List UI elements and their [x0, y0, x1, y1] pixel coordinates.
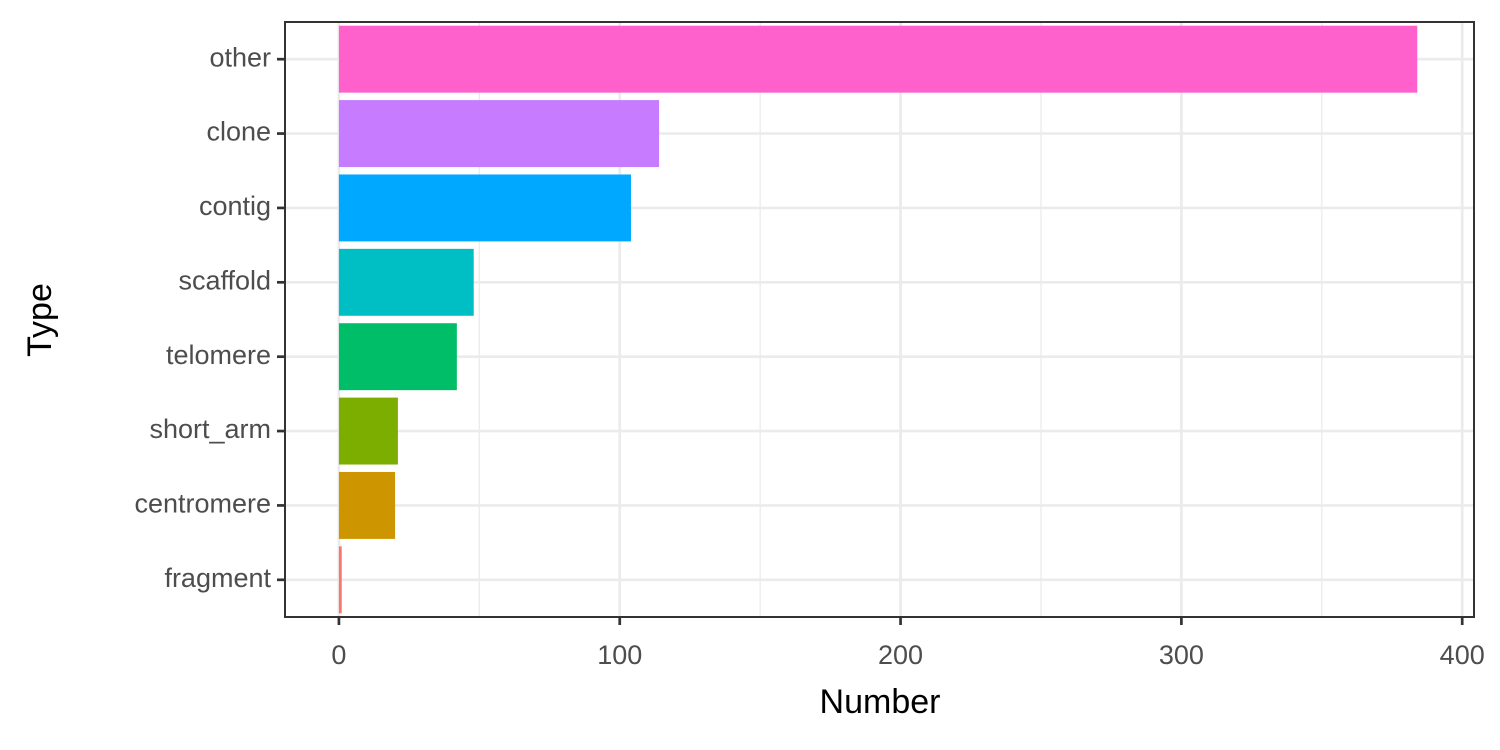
bar	[338, 397, 398, 465]
y-tick-label: fragment	[164, 563, 271, 593]
bar	[338, 248, 474, 316]
bar	[338, 100, 660, 168]
bar	[338, 174, 631, 242]
y-axis-title: Type	[21, 283, 59, 357]
x-tick-label: 300	[1159, 640, 1204, 670]
bar	[338, 323, 457, 391]
x-tick-label: 100	[597, 640, 642, 670]
y-tick-label: scaffold	[178, 265, 271, 295]
x-tick-label: 0	[331, 640, 346, 670]
y-tick-label: clone	[206, 117, 271, 147]
y-tick-label: other	[209, 42, 271, 72]
bar	[338, 471, 396, 539]
y-tick-label: centromere	[134, 489, 271, 519]
panel-border	[284, 21, 1475, 618]
y-tick-label: short_arm	[149, 414, 271, 444]
bar	[338, 25, 1418, 93]
y-tick-label: contig	[199, 191, 271, 221]
x-tick-label: 200	[878, 640, 923, 670]
x-axis-title: Number	[820, 683, 941, 721]
y-tick-label: telomere	[166, 340, 271, 370]
bar	[338, 546, 342, 614]
x-tick-label: 400	[1440, 640, 1485, 670]
